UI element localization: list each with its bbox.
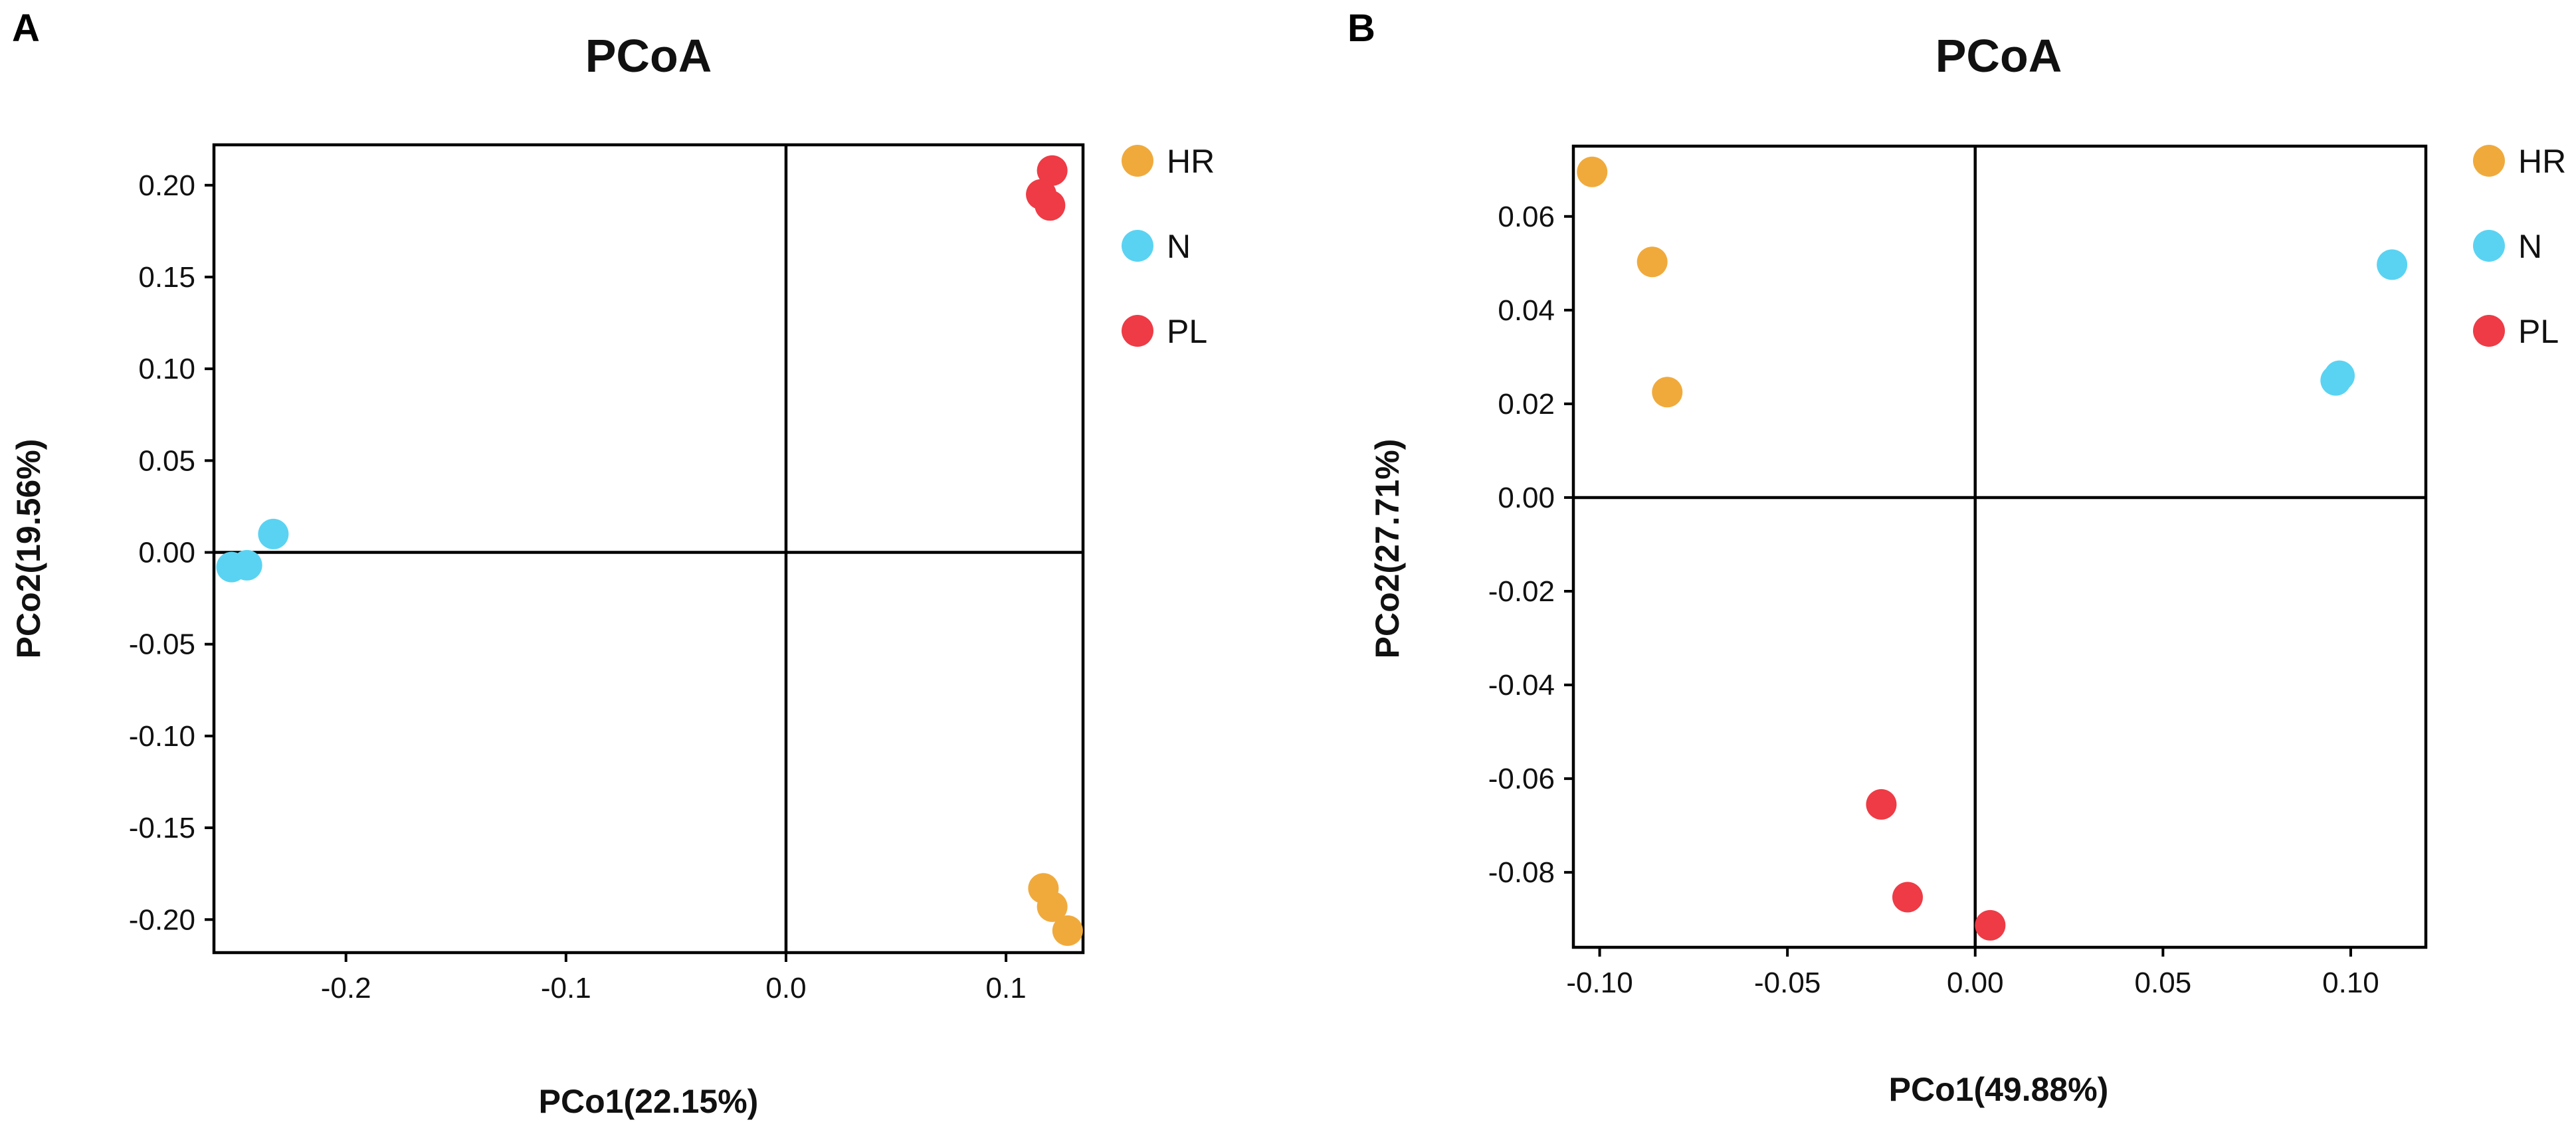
x-tick-label: 0.0 — [765, 972, 806, 1004]
legend-marker-n — [1122, 230, 1153, 262]
scatter-points-a — [216, 155, 1083, 946]
point-hr — [1037, 891, 1068, 922]
y-tick-label: -0.10 — [129, 720, 195, 753]
zero-lines-b — [1573, 146, 2426, 947]
y-tick-label: -0.06 — [1488, 763, 1555, 795]
x-tick-label: -0.2 — [321, 972, 371, 1004]
legend-label-pl: PL — [1167, 313, 1207, 350]
panel-a: A PCoA 0.20 0.15 0.10 0.05 0.00 -0.05 -0.10 -0.… — [10, 7, 1215, 1120]
point-pl — [1975, 909, 2006, 941]
x-tick-label: -0.05 — [1754, 967, 1821, 999]
point-hr — [1652, 377, 1683, 408]
y-tick-label: 0.02 — [1498, 388, 1555, 421]
y-axis-title-a: PCo2(19.56%) — [10, 439, 47, 659]
x-tick-label: 0.05 — [2135, 967, 2192, 999]
y-tick-label: -0.20 — [129, 903, 195, 936]
y-axis-b: 0.06 0.04 0.02 0.00 -0.02 -0.04 -0.06 -0.08 — [1488, 201, 1573, 889]
legend-label-n: N — [1167, 228, 1191, 265]
point-n — [2320, 365, 2351, 396]
y-tick-label: -0.02 — [1488, 575, 1555, 608]
x-axis-title-b: PCo1(49.88%) — [1889, 1071, 2109, 1108]
y-axis-a: 0.20 0.15 0.10 0.05 0.00 -0.05 -0.10 -0.15 -0.20 — [129, 169, 214, 936]
legend-marker-pl — [1122, 315, 1153, 347]
y-tick-label: 0.15 — [138, 261, 195, 294]
zero-lines-a — [214, 145, 1083, 953]
legend-marker-pl — [2473, 315, 2505, 347]
y-tick-label: 0.00 — [1498, 482, 1555, 514]
point-pl — [1037, 155, 1068, 186]
x-axis-title-a: PCo1(22.15%) — [539, 1083, 759, 1120]
point-pl — [1892, 882, 1924, 913]
point-hr — [1636, 246, 1668, 278]
x-tick-label: -0.10 — [1566, 967, 1633, 999]
legend-label-hr: HR — [2518, 143, 2566, 180]
x-axis-b: -0.10 -0.05 0.00 0.05 0.10 — [1566, 947, 2379, 999]
y-tick-label: 0.04 — [1498, 294, 1555, 327]
x-tick-label: 0.1 — [986, 972, 1027, 1004]
panel-b: B PCoA 0.06 0.04 0.02 0.00 -0.02 -0.04 -0.06 -0… — [1347, 7, 2566, 1108]
x-tick-label: 0.00 — [1947, 967, 2004, 999]
chart-title-b: PCoA — [1935, 30, 2062, 82]
x-tick-label: 0.10 — [2322, 967, 2379, 999]
point-pl — [1035, 190, 1066, 221]
point-hr — [1052, 915, 1083, 946]
x-axis-a: -0.2 -0.1 0.0 0.1 — [321, 953, 1027, 1004]
point-n — [258, 518, 289, 549]
scatter-points-b — [1577, 156, 2408, 941]
plot-frame-a — [212, 143, 1085, 955]
point-n — [216, 551, 247, 583]
legend-marker-hr — [1122, 145, 1153, 177]
plot-frame-b — [1571, 144, 2428, 949]
legend-a: HR N PL — [1122, 143, 1215, 350]
legend-marker-hr — [2473, 145, 2505, 177]
y-tick-label: 0.10 — [138, 353, 195, 385]
legend-marker-n — [2473, 230, 2505, 262]
legend-label-n: N — [2518, 228, 2542, 265]
y-tick-label: 0.06 — [1498, 201, 1555, 233]
y-axis-title-b: PCo2(27.71%) — [1369, 439, 1406, 659]
point-hr — [1577, 156, 1608, 187]
point-pl — [1866, 789, 1897, 820]
legend-b: HR N PL — [2473, 143, 2566, 350]
chart-title-a: PCoA — [585, 30, 712, 82]
panel-letter-b: B — [1347, 7, 1375, 50]
y-tick-label: 0.20 — [138, 169, 195, 202]
y-tick-label: 0.00 — [138, 537, 195, 569]
point-n — [2377, 249, 2408, 280]
x-tick-label: -0.1 — [541, 972, 591, 1004]
legend-label-hr: HR — [1167, 143, 1215, 180]
y-tick-label: -0.08 — [1488, 856, 1555, 889]
y-tick-label: -0.15 — [129, 812, 195, 844]
legend-label-pl: PL — [2518, 313, 2559, 350]
y-tick-label: -0.05 — [129, 628, 195, 661]
panel-letter-a: A — [12, 7, 40, 50]
y-tick-label: -0.04 — [1488, 669, 1555, 702]
y-tick-label: 0.05 — [138, 444, 195, 477]
